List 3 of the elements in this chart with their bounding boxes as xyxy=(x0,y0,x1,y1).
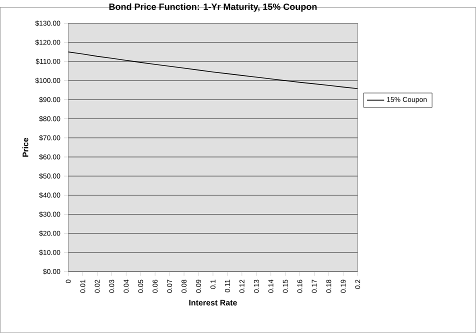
chart-title: Bond Price Function: 1-Yr Maturity, 15% Coupon xyxy=(109,3,317,12)
y-axis-title: Price xyxy=(22,138,28,157)
x-axis-title: Interest Rate xyxy=(189,300,237,306)
